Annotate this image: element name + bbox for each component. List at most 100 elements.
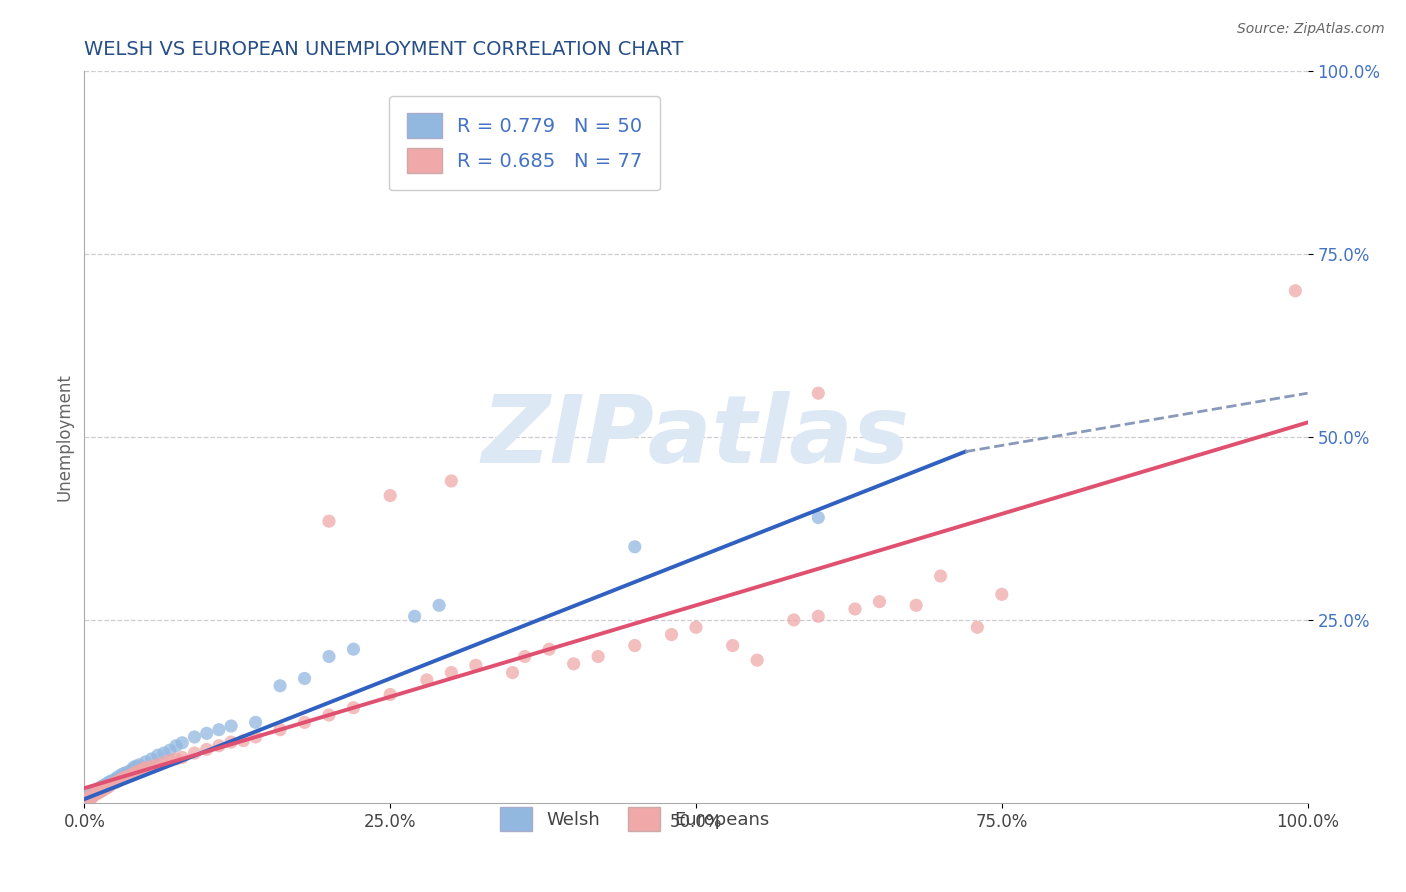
Text: ZIPatlas: ZIPatlas bbox=[482, 391, 910, 483]
Point bbox=[966, 620, 988, 634]
Point bbox=[112, 766, 135, 780]
Point bbox=[929, 569, 952, 583]
Text: Source: ZipAtlas.com: Source: ZipAtlas.com bbox=[1237, 22, 1385, 37]
Point bbox=[96, 781, 118, 796]
Point bbox=[128, 757, 150, 772]
Point bbox=[146, 748, 169, 763]
Point bbox=[342, 700, 364, 714]
Point bbox=[232, 733, 254, 747]
Point bbox=[115, 765, 138, 780]
Point bbox=[120, 764, 142, 778]
Point bbox=[172, 736, 194, 750]
Point bbox=[79, 789, 101, 803]
Point bbox=[122, 766, 145, 780]
Point bbox=[87, 785, 110, 799]
Point bbox=[502, 665, 524, 680]
Point bbox=[107, 773, 129, 788]
Point bbox=[183, 730, 205, 744]
Point bbox=[87, 786, 110, 800]
Point bbox=[82, 789, 104, 803]
Point bbox=[141, 752, 163, 766]
Point bbox=[79, 787, 101, 801]
Point bbox=[87, 785, 110, 799]
Text: WELSH VS EUROPEAN UNEMPLOYMENT CORRELATION CHART: WELSH VS EUROPEAN UNEMPLOYMENT CORRELATI… bbox=[84, 39, 683, 59]
Point bbox=[294, 672, 316, 686]
Point bbox=[86, 784, 108, 798]
Point bbox=[115, 769, 138, 783]
Point bbox=[94, 780, 117, 794]
Point bbox=[100, 778, 122, 792]
Point bbox=[991, 587, 1014, 601]
Point bbox=[380, 688, 402, 702]
Point bbox=[83, 785, 105, 799]
Point bbox=[89, 781, 111, 796]
Point bbox=[464, 658, 486, 673]
Point bbox=[125, 759, 148, 773]
Point bbox=[294, 715, 316, 730]
Point bbox=[208, 739, 231, 753]
Point bbox=[86, 787, 108, 801]
Point bbox=[440, 474, 463, 488]
Point bbox=[105, 770, 128, 784]
Point bbox=[84, 786, 107, 800]
Point bbox=[747, 653, 769, 667]
Point bbox=[77, 792, 100, 806]
Point bbox=[82, 789, 104, 804]
Point bbox=[624, 639, 647, 653]
Point bbox=[146, 757, 169, 772]
Point bbox=[80, 790, 103, 805]
Point bbox=[80, 789, 103, 804]
Point bbox=[132, 762, 155, 776]
Y-axis label: Unemployment: Unemployment bbox=[55, 373, 73, 501]
Point bbox=[844, 602, 866, 616]
Point bbox=[112, 771, 135, 785]
Point bbox=[128, 764, 150, 778]
Point bbox=[77, 789, 100, 804]
Point bbox=[165, 739, 187, 753]
Point bbox=[103, 776, 125, 790]
Point bbox=[245, 730, 267, 744]
Point bbox=[125, 765, 148, 780]
Point bbox=[93, 782, 115, 797]
Point bbox=[153, 756, 176, 770]
Point bbox=[513, 649, 536, 664]
Point bbox=[318, 649, 340, 664]
Point bbox=[89, 783, 111, 797]
Point bbox=[269, 679, 291, 693]
Point bbox=[94, 780, 117, 795]
Point bbox=[105, 775, 128, 789]
Point bbox=[624, 540, 647, 554]
Legend: Welsh, Europeans: Welsh, Europeans bbox=[485, 793, 785, 845]
Point bbox=[83, 787, 105, 801]
Point bbox=[183, 746, 205, 760]
Point bbox=[77, 791, 100, 805]
Point bbox=[76, 793, 98, 807]
Point bbox=[807, 386, 830, 401]
Point bbox=[195, 726, 218, 740]
Point bbox=[807, 510, 830, 524]
Point bbox=[76, 792, 98, 806]
Point bbox=[807, 609, 830, 624]
Point bbox=[97, 779, 120, 793]
Point bbox=[318, 708, 340, 723]
Point bbox=[318, 514, 340, 528]
Point bbox=[1284, 284, 1306, 298]
Point bbox=[661, 627, 683, 641]
Point bbox=[91, 781, 114, 796]
Point bbox=[153, 746, 176, 760]
Point bbox=[97, 780, 120, 794]
Point bbox=[869, 594, 891, 608]
Point bbox=[219, 719, 242, 733]
Point bbox=[83, 788, 105, 802]
Point bbox=[104, 772, 127, 787]
Point bbox=[195, 742, 218, 756]
Point bbox=[172, 750, 194, 764]
Point bbox=[90, 780, 112, 794]
Point bbox=[110, 768, 132, 782]
Point bbox=[159, 753, 181, 767]
Point bbox=[416, 673, 439, 687]
Point bbox=[783, 613, 806, 627]
Point bbox=[905, 599, 928, 613]
Point bbox=[135, 761, 157, 775]
Point bbox=[562, 657, 585, 671]
